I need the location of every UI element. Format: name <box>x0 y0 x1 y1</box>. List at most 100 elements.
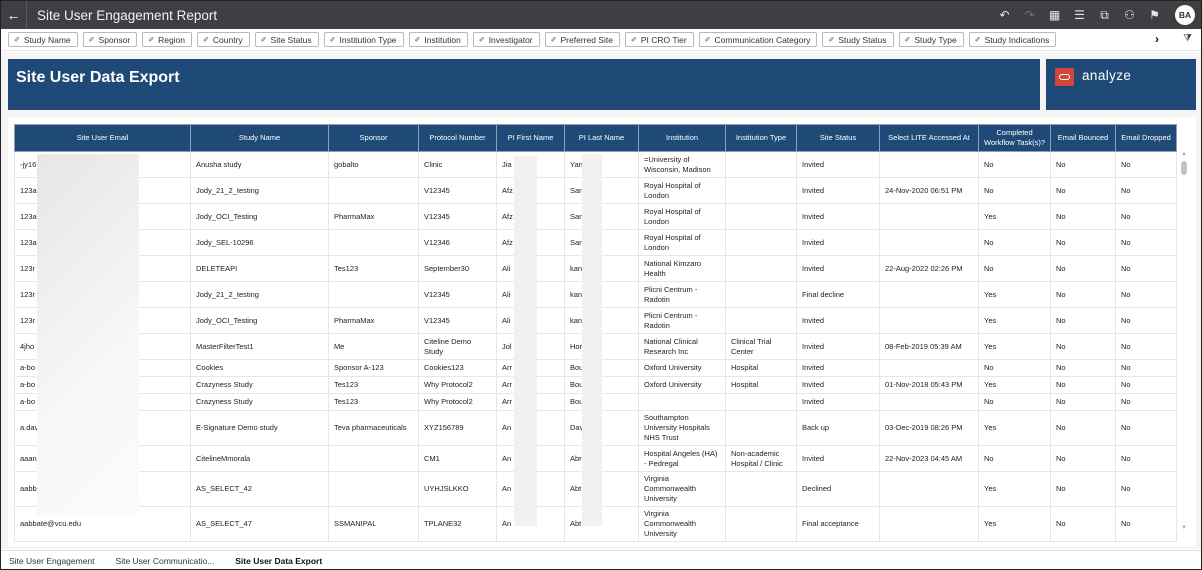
table-cell: 08-Feb-2019 05:39 AM <box>879 333 979 360</box>
filter-chip-label: Study Indications <box>984 34 1050 45</box>
column-header-email-bounced[interactable]: Email Bounced <box>1050 124 1116 152</box>
bookmark-icon[interactable]: ⚑ <box>1149 8 1160 22</box>
filter-chips: ✐ Study Name ✐ Sponsor ✐ Region ✐ Country ✐ Site … <box>8 32 1061 47</box>
tab-site-user-data-export[interactable]: Site User Data Export <box>235 556 323 566</box>
table-cell: September30 <box>418 255 497 282</box>
pin-icon: ✐ <box>260 36 267 44</box>
table-cell: No <box>1050 151 1116 178</box>
filter-chip-label: Study Name <box>23 34 71 45</box>
canvas-tabs: Site User Engagement Site User Communicat… <box>1 550 1201 569</box>
table-cell: Invited <box>796 359 880 377</box>
present-icon[interactable]: ⧉ <box>1100 7 1109 22</box>
table-cell: PharmaMax <box>328 307 419 334</box>
table-cell: Invited <box>796 393 880 411</box>
comments-icon[interactable]: ☰ <box>1074 8 1085 22</box>
tab-site-user-engagement[interactable]: Site User Engagement <box>9 556 95 566</box>
table-cell <box>879 307 979 334</box>
scroll-thumb[interactable] <box>1181 161 1187 175</box>
filter-chip-preferred-site[interactable]: ✐ Preferred Site <box>544 32 620 47</box>
table-cell: Yes <box>978 307 1051 334</box>
column-header-institution[interactable]: Institution <box>638 124 726 152</box>
filter-chip-study-indications[interactable]: ✐ Study Indications <box>968 32 1057 47</box>
table-cell: No <box>1115 393 1177 411</box>
table-cell <box>879 281 979 308</box>
table-cell: Final acceptance <box>796 506 880 542</box>
table-cell: PharmaMax <box>328 203 419 230</box>
filter-chip-pi-cro-tier[interactable]: ✐ PI CRO Tier <box>624 32 694 47</box>
table-cell <box>328 177 419 204</box>
column-header-institution-type[interactable]: Institution Type <box>725 124 797 152</box>
redo-icon[interactable]: ↷ <box>1024 8 1035 22</box>
table-cell: gobalto <box>328 151 419 178</box>
toolbar: ↶ ↷ ▦ ☰ ⧉ ⚇ ⚑ BA <box>992 1 1195 29</box>
share-user-icon[interactable]: ⚇ <box>1124 8 1135 22</box>
filter-chip-study-type[interactable]: ✐ Study Type <box>898 32 964 47</box>
column-header-pi-last-name[interactable]: PI Last Name <box>564 124 639 152</box>
column-header-pi-first-name[interactable]: PI First Name <box>496 124 565 152</box>
filter-chip-sponsor[interactable]: ✐ Sponsor <box>82 32 138 47</box>
filter-chip-communication-category[interactable]: ✐ Communication Category <box>698 32 818 47</box>
filter-chip-label: Site Status <box>270 34 312 45</box>
filter-chip-site-status[interactable]: ✐ Site Status <box>254 32 319 47</box>
table-cell <box>725 203 797 230</box>
filter-icon[interactable]: ⧩ <box>1183 33 1192 44</box>
column-header-protocol-number[interactable]: Protocol Number <box>418 124 497 152</box>
column-header-select-lite-accessed-at[interactable]: Select LITE Accessed At <box>879 124 979 152</box>
table-cell: No <box>1115 445 1177 472</box>
filter-chip-label: Investigator <box>488 34 533 45</box>
filter-chip-study-status[interactable]: ✐ Study Status <box>822 32 894 47</box>
pin-icon: ✐ <box>414 36 421 44</box>
filter-chip-study-name[interactable]: ✐ Study Name <box>8 32 78 47</box>
logo-box: analyze <box>1046 59 1196 110</box>
table-cell: Yes <box>978 281 1051 308</box>
chevron-right-icon[interactable]: › <box>1155 32 1159 46</box>
table-cell <box>725 229 797 256</box>
table-cell: Jody_SEL-10296 <box>190 229 329 256</box>
scroll-up-icon[interactable]: ▲ <box>1181 151 1187 157</box>
filter-chip-institution-type[interactable]: ✐ Institution Type <box>323 32 404 47</box>
table-cell <box>638 393 726 411</box>
table-cell: DELETEAPI <box>190 255 329 282</box>
table-cell: CM1 <box>418 445 497 472</box>
table-cell: CitelineMmorala <box>190 445 329 472</box>
table-cell: National Clinical Research Inc <box>638 333 726 360</box>
pin-icon: ✐ <box>828 36 835 44</box>
table-cell: Clinic <box>418 151 497 178</box>
pin-icon: ✐ <box>478 36 485 44</box>
table-cell: No <box>1050 333 1116 360</box>
column-header-sponsor[interactable]: Sponsor <box>328 124 419 152</box>
table-cell: Yes <box>978 376 1051 394</box>
scroll-down-icon[interactable]: ▼ <box>1181 525 1187 531</box>
table-cell: AS_SELECT_42 <box>190 471 329 507</box>
back-button[interactable]: ← <box>1 1 27 29</box>
filter-chip-label: Preferred Site <box>560 34 613 45</box>
column-header-completed-workflow-task-s[interactable]: Completed Workflow Task(s)? <box>978 124 1051 152</box>
table-cell: Non-academic Hospital / Clinic <box>725 445 797 472</box>
column-header-email-dropped[interactable]: Email Dropped <box>1115 124 1177 152</box>
tab-site-user-communicatio[interactable]: Site User Communicatio... <box>115 556 215 566</box>
filter-chip-country[interactable]: ✐ Country <box>197 32 250 47</box>
data-icon[interactable]: ▦ <box>1048 8 1061 22</box>
table-cell: Cookies123 <box>418 359 497 377</box>
filter-chip-investigator[interactable]: ✐ Investigator <box>472 32 540 47</box>
table-cell: Crazyness Study <box>190 376 329 394</box>
user-avatar[interactable]: BA <box>1175 5 1195 25</box>
column-header-site-user-email[interactable]: Site User Email <box>14 124 191 152</box>
table-row[interactable]: aabb AS_SELECT_42 UYHJSLKKO An Abt Virginia C… <box>14 471 1177 507</box>
table-row[interactable]: a-bo Crazyness Study Tes123 Why Protocol2 Ar… <box>14 376 1177 394</box>
filter-chip-region[interactable]: ✐ Region <box>142 32 193 47</box>
table-cell: Plicni Centrum - Radotin <box>638 307 726 334</box>
table-cell <box>725 255 797 282</box>
column-header-study-name[interactable]: Study Name <box>190 124 329 152</box>
table-row[interactable]: 123r Jody_OCI_Testing PharmaMax V12345 Ali ka… <box>14 307 1177 334</box>
column-header-site-status[interactable]: Site Status <box>796 124 880 152</box>
table-cell: No <box>1050 410 1116 446</box>
filter-chip-institution[interactable]: ✐ Institution <box>408 32 468 47</box>
table-cell: =University of Wisconsin, Madison <box>638 151 726 178</box>
table-header-row: Site User Email Study Name Sponsor Protocol… <box>14 124 1177 152</box>
table-cell: No <box>1050 506 1116 542</box>
vertical-scrollbar[interactable]: ▲ ▼ <box>1180 151 1188 531</box>
table-cell: No <box>978 229 1051 256</box>
undo-icon[interactable]: ↶ <box>999 8 1010 22</box>
